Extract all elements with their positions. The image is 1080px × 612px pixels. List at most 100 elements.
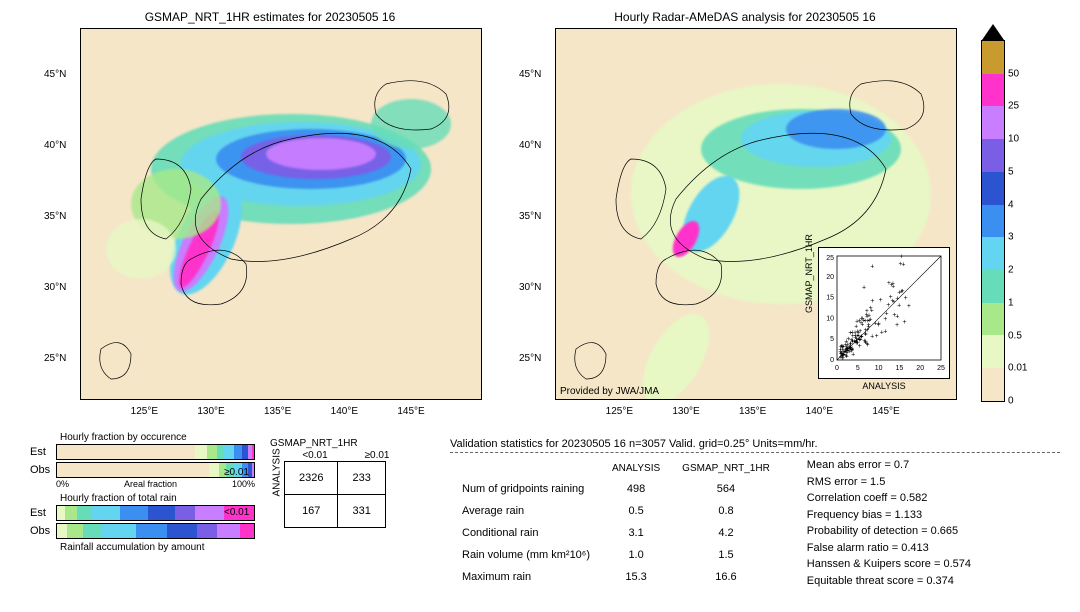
scatter-point: +: [862, 284, 866, 291]
bar-segment: [136, 524, 168, 538]
map-xtick: 145°E: [397, 406, 424, 417]
val-cell: 0.5: [602, 501, 670, 521]
svg-text:15: 15: [896, 365, 904, 372]
bar-segment: [57, 463, 209, 477]
val-cell: Rain volume (mm km²10⁶): [452, 545, 600, 565]
contingency-col-header: GSMAP_NRT_1HR: [270, 438, 358, 449]
accum-title: Rainfall accumulation by amount: [60, 542, 255, 553]
scatter-point: +: [860, 315, 864, 322]
x-axis-label: Areal fraction: [124, 479, 177, 489]
val-col-header: ANALYSIS: [602, 459, 670, 477]
right-map-title: Hourly Radar-AMeDAS analysis for 2023050…: [530, 10, 960, 24]
svg-text:20: 20: [916, 365, 924, 372]
bar-segment: [234, 445, 242, 459]
stat-line: Correlation coeff = 0.582: [807, 490, 971, 507]
scatter-point: +: [899, 288, 903, 295]
scatter-point: +: [870, 298, 874, 305]
stat-line: Mean abs error = 0.7: [807, 457, 971, 474]
map-ytick: 45°N: [519, 69, 541, 80]
inset-ylabel: GSMAP_NRT_1HR: [804, 234, 814, 313]
map-ytick: 35°N: [519, 211, 541, 222]
scatter-point: +: [900, 253, 904, 260]
map-xtick: 130°E: [197, 406, 224, 417]
bar-segment: [57, 506, 65, 520]
scatter-point: +: [892, 299, 896, 306]
colorbar-tick: 5: [1008, 166, 1014, 177]
colorbar: 0.010.5123451025500: [981, 40, 1005, 402]
val-cell: 498: [602, 479, 670, 499]
colorbar-tick: 1: [1008, 297, 1014, 308]
left-map: [80, 28, 482, 400]
val-cell: 1.0: [602, 545, 670, 565]
colorbar-tick: 10: [1008, 134, 1019, 145]
map-ytick: 25°N: [44, 353, 66, 364]
right-map-panel: Hourly Radar-AMeDAS analysis for 2023050…: [530, 10, 960, 400]
totalrain-bar-obs: [56, 523, 255, 539]
scatter-point: +: [860, 322, 864, 329]
row-label-1: <0.01: [224, 507, 249, 518]
scatter-point: +: [865, 308, 869, 315]
scatter-point: +: [887, 280, 891, 287]
scatter-point: +: [866, 342, 870, 349]
svg-text:25: 25: [937, 365, 945, 372]
map-ytick: 30°N: [519, 282, 541, 293]
scatter-point: +: [855, 340, 859, 347]
svg-text:15: 15: [826, 295, 834, 302]
colorbar-tick: 3: [1008, 232, 1014, 243]
bar-segment: [102, 524, 135, 538]
val-cell: Num of gridpoints raining: [452, 479, 600, 499]
map-xtick: 125°E: [606, 406, 633, 417]
svg-text:0: 0: [830, 357, 834, 364]
validation-header: Validation statistics for 20230505 16 n=…: [450, 438, 1060, 450]
col-label-1: ≥0.01: [346, 450, 408, 461]
map-xtick: 140°E: [806, 406, 833, 417]
divider: [450, 452, 1060, 453]
inset-scatter: 0510152025 0510152025 ++++++++++++++++++…: [818, 247, 950, 379]
val-cell: Average rain: [452, 501, 600, 521]
right-map: Provided by JWA/JMA 0510152025 051015202…: [555, 28, 957, 400]
bar-segment: [67, 524, 83, 538]
scatter-point: +: [870, 307, 874, 314]
val-cell: 564: [672, 479, 780, 499]
val-cell: 16.6: [672, 567, 780, 587]
left-map-svg: [81, 29, 481, 399]
map-ytick: 40°N: [44, 140, 66, 151]
scatter-point: +: [855, 332, 859, 339]
svg-text:20: 20: [826, 274, 834, 281]
val-cell: 3.1: [602, 523, 670, 543]
scatter-point: +: [903, 319, 907, 326]
colorbar-tick: 4: [1008, 199, 1014, 210]
val-cell: 1.5: [672, 545, 780, 565]
colorbar-segment: [982, 270, 1004, 303]
map-xtick: 135°E: [739, 406, 766, 417]
stat-line: Frequency bias = 1.133: [807, 507, 971, 524]
val-col-header: GSMAP_NRT_1HR: [672, 459, 780, 477]
bar-segment: [195, 445, 207, 459]
row-label-obs-1: Obs: [30, 464, 56, 476]
scatter-point: +: [851, 333, 855, 340]
scatter-point: +: [883, 316, 887, 323]
scatter-point: +: [879, 297, 883, 304]
map-xtick: 125°E: [131, 406, 158, 417]
map-xtick: 145°E: [872, 406, 899, 417]
val-cell: Conditional rain: [452, 523, 600, 543]
scatter-point: +: [877, 320, 881, 327]
colorbar-tick: 0.01: [1008, 363, 1027, 374]
bar-segment: [65, 506, 77, 520]
bar-segment: [195, 506, 225, 520]
scatter-point: +: [839, 351, 843, 358]
bar-segment: [209, 463, 219, 477]
colorbar-segment: [982, 237, 1004, 270]
colorbar-segment: [982, 106, 1004, 139]
colorbar-segment: [982, 172, 1004, 205]
bar-segment: [92, 506, 120, 520]
val-cell: Maximum rain: [452, 567, 600, 587]
scatter-point: +: [895, 313, 899, 320]
map-ytick: 30°N: [44, 282, 66, 293]
bar-segment: [224, 445, 234, 459]
scatter-point: +: [870, 263, 874, 270]
occurrence-title: Hourly fraction by occurence: [60, 432, 255, 443]
svg-text:5: 5: [830, 336, 834, 343]
row-label-est-2: Est: [30, 507, 56, 519]
colorbar-tick: 2: [1008, 265, 1014, 276]
